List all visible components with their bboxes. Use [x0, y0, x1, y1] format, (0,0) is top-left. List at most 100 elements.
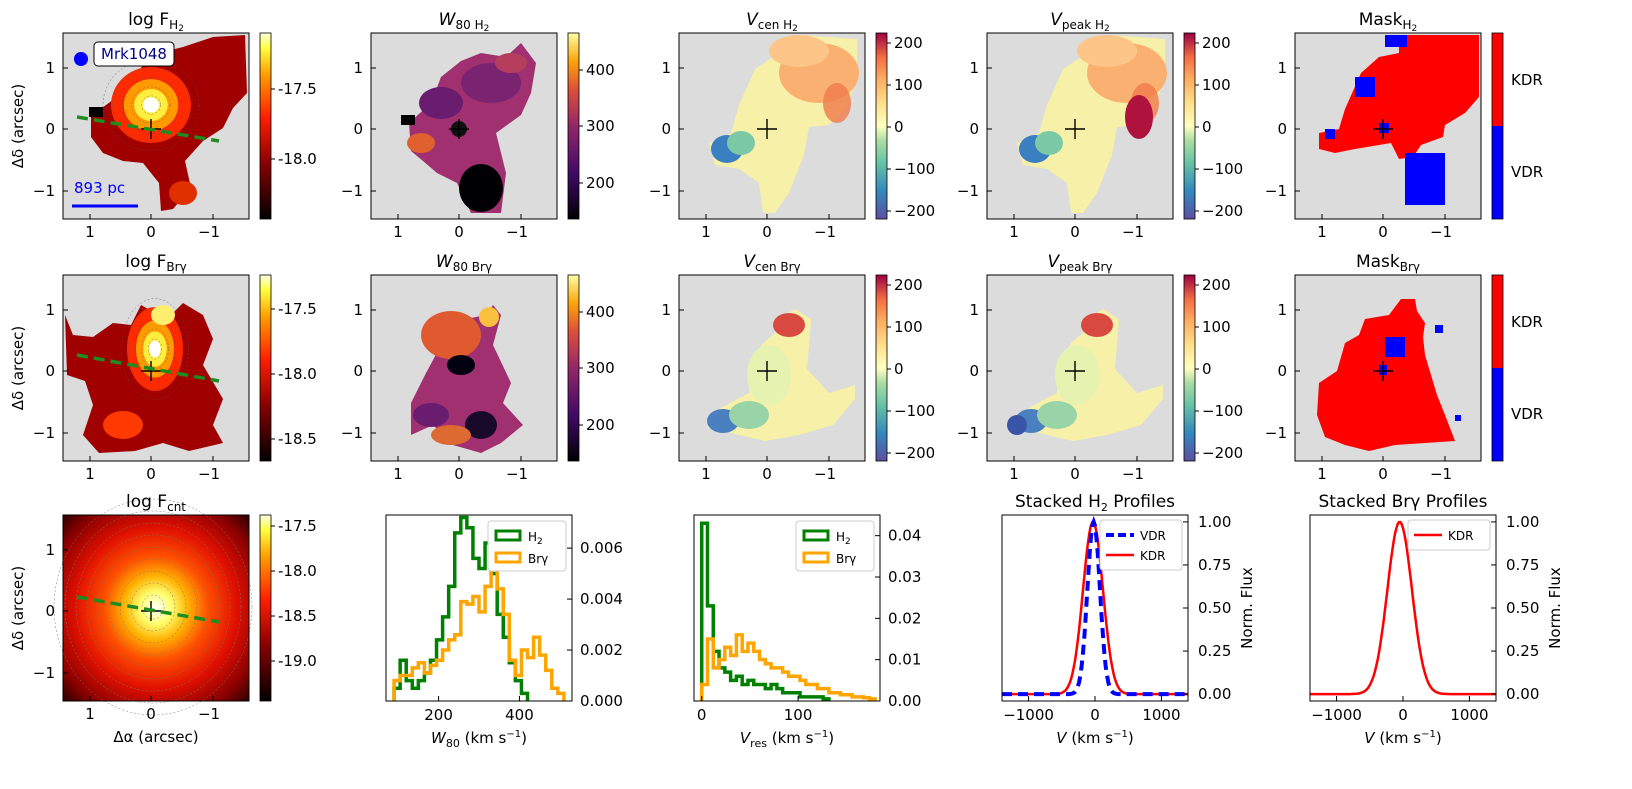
y-tick-label: 0.75 — [1198, 556, 1231, 574]
x-tick-label: −1 — [1430, 223, 1452, 241]
panel-title: Vcen Brγ — [743, 252, 800, 274]
colorbar-tick-label: 100 — [894, 318, 923, 336]
vdr-region — [1405, 153, 1445, 205]
text-part: Brγ — [166, 260, 186, 274]
x-tick-label: 1 — [393, 465, 403, 483]
velocity-spot — [1035, 131, 1063, 155]
colorbar-tick-label: 200 — [586, 416, 615, 434]
panel-flux_cnt: log Fcnt -17.5 -18.0 -18.5 -19.0 1 0 −1 1 0 −1 Δδ (… — [9, 492, 317, 746]
y-tick-label: −1 — [1265, 424, 1287, 442]
colorbar-tick-label: 200 — [1202, 276, 1231, 294]
kdr-region — [1319, 35, 1479, 159]
y-axis-label: Norm. Flux — [1238, 567, 1256, 649]
y-tick-label: 0 — [45, 602, 55, 620]
colorbar-tick-label: 100 — [1202, 318, 1231, 336]
text-part: −1 — [813, 729, 828, 740]
x-tick-label: 0 — [762, 465, 772, 483]
legend-swatch — [802, 529, 830, 542]
legend-label: Brγ — [528, 552, 548, 566]
galaxy-marker — [74, 52, 88, 66]
velocity-spot — [773, 313, 805, 337]
emission-peak — [149, 340, 161, 358]
flux-contour — [108, 558, 198, 656]
y-tick-label: 0.00 — [1198, 685, 1231, 703]
w80-spot — [461, 63, 521, 103]
x-tick-label: 1 — [701, 465, 711, 483]
x-tick-label: 1 — [85, 705, 95, 723]
noise-pixel — [89, 107, 103, 117]
y-tick-label: 1 — [45, 59, 55, 77]
text-part: W — [439, 10, 457, 30]
legend-label: KDR — [1140, 549, 1165, 563]
colorbar — [567, 274, 580, 462]
map-image — [65, 298, 223, 453]
panel-mask_brg: MaskBrγ KDR VDR 1 0 −1 1 0 −1 — [1265, 252, 1543, 483]
text-part: V — [1047, 252, 1060, 272]
flux-contour — [97, 546, 209, 668]
w80-spot — [459, 164, 503, 212]
y-tick-label: 0.002 — [580, 641, 623, 659]
colorbar-tick-label: 400 — [586, 61, 615, 79]
y-tick-label: 0 — [661, 362, 671, 380]
legend-box — [795, 520, 875, 572]
emission-knot — [103, 411, 143, 439]
x-tick-label: 0 — [454, 223, 464, 241]
flux-contour — [141, 328, 169, 370]
chart-vres_hist: 0 100 0.00 0.01 0.02 0.03 0.04 Vres (km s−1) H2 B… — [693, 514, 921, 750]
text-part: V — [1364, 729, 1376, 747]
map-image — [707, 309, 855, 441]
text-part: V — [1056, 729, 1068, 747]
x-tick-label: 0 — [1070, 465, 1080, 483]
colorbar-tick-label: -17.5 — [278, 80, 317, 98]
panel-frame — [62, 274, 250, 462]
text-part: log F — [128, 10, 169, 30]
y-tick-label: 0 — [661, 120, 671, 138]
y-tick-label: −1 — [33, 424, 55, 442]
y-tick-label: −1 — [341, 424, 363, 442]
text-part: Brγ — [528, 552, 548, 566]
x-tick-label: 1 — [393, 223, 403, 241]
y-tick-label: 1.00 — [1198, 513, 1231, 531]
y-tick-label: 0.00 — [1506, 685, 1539, 703]
panel-title: Vpeak Brγ — [1047, 252, 1112, 274]
y-tick-label: −1 — [957, 424, 979, 442]
x-tick-label: −1 — [814, 223, 836, 241]
map-image — [1017, 35, 1167, 213]
colorbar-tick-label: −200 — [894, 202, 935, 220]
w80-spot — [479, 307, 499, 327]
text-part: Profiles — [1108, 492, 1175, 512]
y-tick-label: −1 — [33, 664, 55, 682]
position-angle-line — [76, 115, 220, 143]
panel-frame — [1294, 32, 1482, 220]
text-part: (km s — [460, 729, 507, 747]
emission-knot — [151, 305, 175, 325]
y-tick-label: 1 — [969, 301, 979, 319]
x-tick-label: −1 — [1430, 465, 1452, 483]
text-part: cen H — [758, 18, 792, 32]
legend-swatch — [494, 551, 522, 564]
colorbar — [875, 274, 888, 462]
colorbar-tick-label: −100 — [1202, 402, 1243, 420]
colorbar-tick-label: 100 — [1202, 76, 1231, 94]
w80-spot — [447, 355, 475, 375]
colorbar-label-vdr: VDR — [1511, 405, 1543, 423]
text-part: 2 — [484, 24, 490, 34]
x-tick-label: −1 — [814, 465, 836, 483]
hist-series-brg — [392, 541, 566, 701]
text-part: −1 — [506, 729, 521, 740]
panel-w80_h2: W80 H2 400 300 200 1 0 −1 1 0 −1 — [341, 10, 615, 241]
panel-frame — [986, 274, 1174, 462]
y-tick-label: 1 — [661, 301, 671, 319]
panel-frame — [678, 274, 866, 462]
velocity-spot — [1081, 313, 1113, 337]
colorbar-label-kdr: KDR — [1511, 313, 1543, 331]
x-tick-label: 0 — [697, 706, 707, 724]
x-tick-label: 0 — [454, 465, 464, 483]
map-image — [1319, 35, 1479, 205]
flux-contour — [119, 570, 187, 644]
w80-spot — [413, 403, 449, 427]
legend-label: H2 — [836, 530, 851, 547]
y-axis-label: Δδ (arcsec) — [9, 326, 27, 410]
y-tick-label: 0.03 — [888, 568, 921, 586]
colorbar-vdr — [1492, 368, 1503, 461]
